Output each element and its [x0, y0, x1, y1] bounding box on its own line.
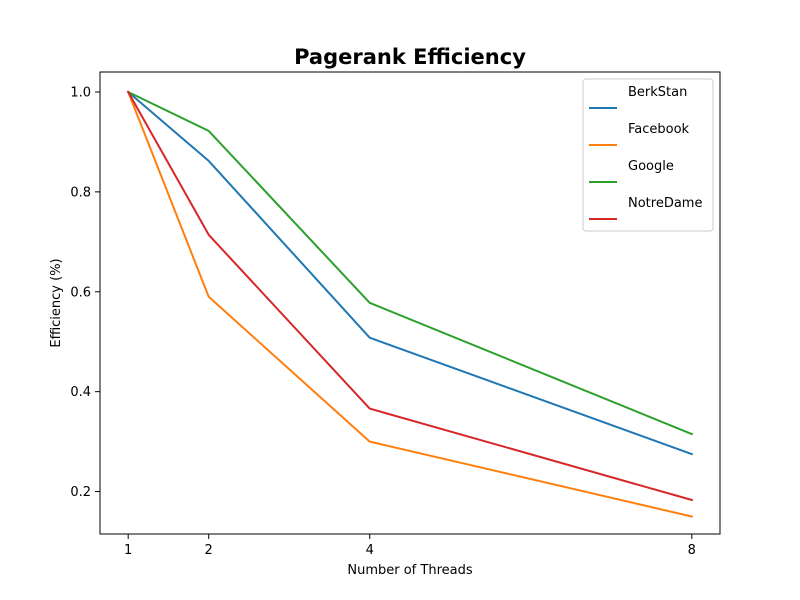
series-line-notredame [126, 90, 694, 502]
x-tick-label: 1 [124, 543, 132, 558]
series-line-berkstan [126, 90, 694, 456]
x-tick-label: 2 [205, 543, 213, 558]
series-line-facebook [126, 90, 694, 518]
chart-title: Pagerank Efficiency [294, 45, 526, 69]
x-tick-label: 8 [688, 543, 696, 558]
legend-label-berkstan: BerkStan [628, 85, 687, 100]
legend: BerkStan Facebook Google NotreDame [582, 78, 714, 232]
plot-frame [99, 71, 721, 535]
x-axis-label: Number of Threads [347, 563, 472, 578]
y-axis-label: Efficiency (%) [49, 258, 64, 347]
legend-label-notredame: NotreDame [628, 196, 702, 211]
series-line-google [126, 90, 694, 436]
x-tick-label: 4 [366, 543, 374, 558]
legend-label-google: Google [628, 159, 674, 174]
legend-label-facebook: Facebook [628, 122, 690, 137]
y-tick-label: 1.0 [70, 85, 91, 100]
y-tick-label: 0.8 [70, 185, 91, 200]
plot-area: 1 2 4 8 0.2 0.4 0.6 0.8 1.0 [70, 71, 721, 558]
legend-box [582, 78, 714, 232]
y-tick-label: 0.2 [70, 485, 91, 500]
y-tick-label: 0.4 [70, 385, 91, 400]
y-tick-label: 0.6 [70, 285, 91, 300]
